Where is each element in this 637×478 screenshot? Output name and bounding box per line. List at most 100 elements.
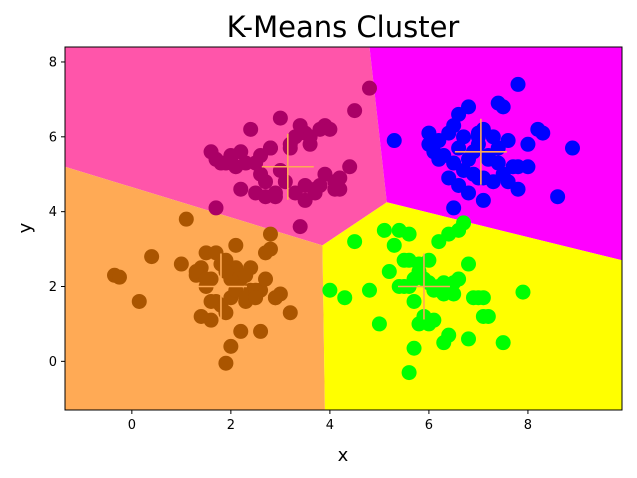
- y-tick-label: 0: [49, 355, 57, 370]
- data-point: [371, 316, 387, 332]
- data-point: [431, 151, 447, 167]
- centroid-2: [454, 118, 507, 185]
- data-point: [386, 237, 402, 253]
- data-point: [421, 136, 437, 152]
- data-point: [446, 200, 462, 216]
- data-point: [243, 121, 259, 137]
- data-point: [218, 355, 234, 371]
- data-point: [505, 159, 521, 175]
- data-point: [173, 256, 189, 272]
- data-point: [253, 166, 269, 182]
- axes-frame: [64, 46, 623, 411]
- centroid-1: [261, 133, 314, 200]
- data-point: [262, 140, 278, 156]
- cluster-2-points: [386, 76, 580, 216]
- data-point: [564, 140, 580, 156]
- data-point: [131, 293, 147, 309]
- data-point: [461, 256, 477, 272]
- data-point: [485, 129, 501, 145]
- data-point: [233, 181, 249, 197]
- x-tick-label: 6: [425, 418, 433, 433]
- data-point: [411, 264, 427, 280]
- y-tick-label: 8: [49, 55, 57, 70]
- data-point: [322, 282, 338, 298]
- data-point: [515, 284, 531, 300]
- data-point: [292, 219, 308, 235]
- cluster-3-points: [107, 211, 298, 371]
- data-point: [535, 125, 551, 141]
- data-point: [490, 140, 506, 156]
- data-point: [248, 290, 264, 306]
- data-point: [441, 327, 457, 343]
- data-point: [282, 305, 298, 321]
- data-point: [193, 308, 209, 324]
- data-point: [446, 118, 462, 134]
- data-point: [347, 103, 363, 119]
- data-point: [401, 252, 417, 268]
- data-point: [456, 215, 472, 231]
- data-point: [361, 282, 377, 298]
- data-point: [461, 331, 477, 347]
- data-point: [386, 133, 402, 149]
- data-point: [510, 76, 526, 92]
- data-point: [262, 241, 278, 257]
- data-point: [470, 170, 486, 186]
- data-point: [441, 170, 457, 186]
- data-point: [228, 159, 244, 175]
- data-point: [292, 118, 308, 134]
- data-point: [510, 181, 526, 197]
- data-point: [361, 80, 377, 96]
- x-tick-label: 4: [326, 418, 334, 433]
- data-point: [550, 189, 566, 205]
- data-point: [267, 290, 283, 306]
- y-tick-label: 2: [49, 280, 57, 295]
- data-point: [203, 144, 219, 160]
- data-point: [461, 185, 477, 201]
- data-point: [401, 365, 417, 381]
- data-point: [406, 340, 422, 356]
- data-point: [421, 316, 437, 332]
- data-point: [233, 323, 249, 339]
- data-point: [451, 271, 467, 287]
- x-tick-label: 0: [128, 418, 136, 433]
- data-point: [475, 308, 491, 324]
- data-point: [218, 305, 234, 321]
- x-tick-label: 8: [524, 418, 532, 433]
- x-axis: 0 2 4 6 8: [128, 410, 532, 433]
- cluster-region-4: [322, 202, 622, 410]
- data-point: [381, 264, 397, 280]
- data-point: [456, 129, 472, 145]
- data-point: [238, 267, 254, 283]
- chart-title: K-Means Cluster: [227, 10, 460, 44]
- data-point: [520, 136, 536, 152]
- y-axis-label: y: [15, 222, 36, 233]
- data-point: [337, 290, 353, 306]
- data-point: [327, 174, 343, 190]
- centroid-4: [397, 253, 450, 320]
- data-point: [495, 335, 511, 351]
- y-axis: 0 2 4 6 8: [49, 55, 65, 370]
- data-point: [342, 159, 358, 175]
- data-point: [436, 275, 452, 291]
- centroid-3: [194, 253, 247, 320]
- data-point: [272, 110, 288, 126]
- data-point: [461, 99, 477, 115]
- data-point: [228, 237, 244, 253]
- x-tick-label: 2: [227, 418, 235, 433]
- data-point: [208, 200, 224, 216]
- data-point: [401, 226, 417, 242]
- data-point: [178, 211, 194, 227]
- data-point: [203, 293, 219, 309]
- data-point: [267, 189, 283, 205]
- y-tick-label: 6: [49, 130, 57, 145]
- data-point: [475, 192, 491, 208]
- data-point: [277, 174, 293, 190]
- data-point: [111, 269, 127, 285]
- data-point: [253, 323, 269, 339]
- data-point: [223, 338, 239, 354]
- data-point: [376, 222, 392, 238]
- data-point: [347, 234, 363, 250]
- data-point: [490, 155, 506, 171]
- data-point: [297, 177, 313, 193]
